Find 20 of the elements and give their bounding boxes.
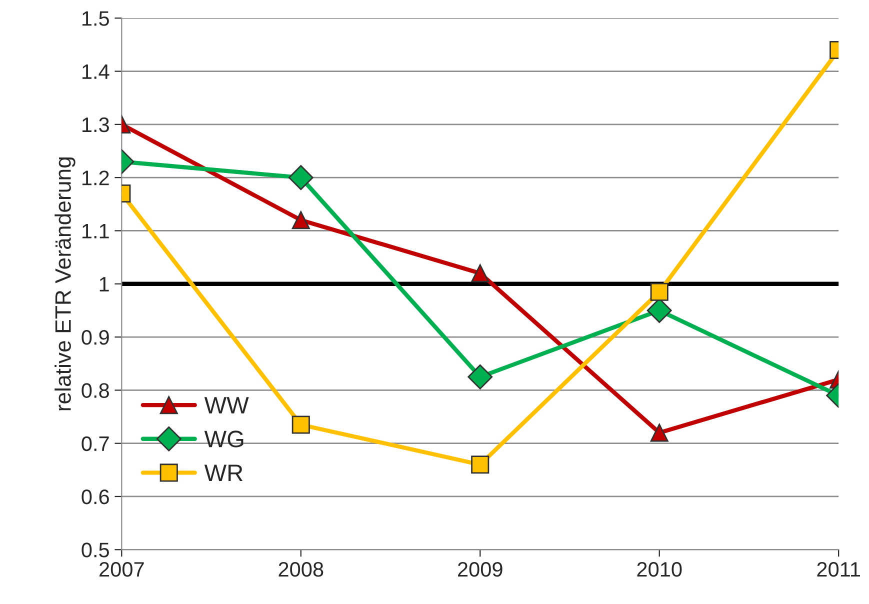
y-tick-label: 1.5	[82, 11, 109, 26]
y-tick-label: 1.1	[82, 224, 109, 238]
legend-label: WW	[204, 397, 249, 414]
y-tick-label: 0.8	[82, 383, 109, 398]
y-tick-label: 1.3	[82, 117, 109, 132]
y-tick-label: 1.4	[82, 64, 110, 79]
x-tick-label: 2009	[458, 562, 502, 577]
x-tick-label: 2011	[817, 562, 860, 577]
y-tick-label: 0.5	[82, 542, 109, 558]
y-tick-label: 0.9	[82, 330, 109, 345]
y-tick-label: 1.2	[82, 170, 109, 186]
x-tick-label: 2010	[637, 562, 682, 577]
x-tick-label: 2008	[278, 562, 324, 577]
y-axis-title: relative ETR Veränderung	[54, 157, 76, 410]
y-tick-label: 0.6	[82, 489, 109, 504]
legend-label: WR	[204, 464, 243, 481]
y-tick-label: 0.7	[82, 436, 109, 452]
x-tick-label: 2007	[100, 562, 144, 577]
y-tick-label: 1	[100, 277, 109, 292]
legend-label: WG	[204, 430, 244, 448]
